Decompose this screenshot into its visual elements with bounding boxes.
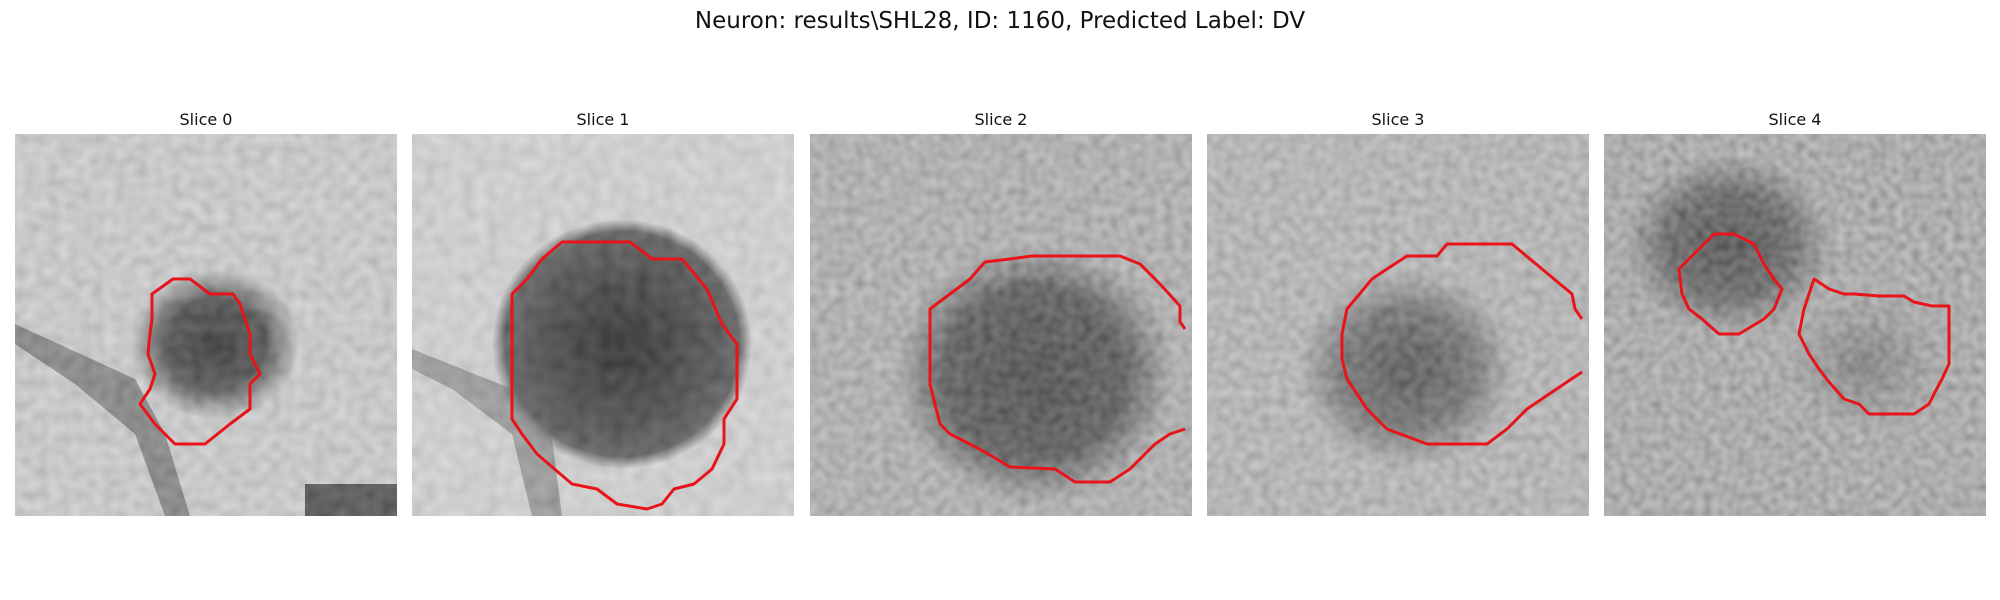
slice-panel-3: Slice 3 xyxy=(1207,108,1589,516)
slice-image-4 xyxy=(1604,134,1986,516)
slice-image-1 xyxy=(412,134,794,516)
pixel-noise xyxy=(1604,134,1986,516)
pixel-noise xyxy=(1207,134,1589,516)
slice-image-0 xyxy=(15,134,397,516)
slice-image-3 xyxy=(1207,134,1589,516)
slice-panel-1: Slice 1 xyxy=(412,108,794,516)
pixel-noise xyxy=(15,134,397,516)
pixel-noise xyxy=(810,134,1192,516)
slice-panel-4: Slice 4 xyxy=(1604,108,1986,516)
slice-title-1: Slice 1 xyxy=(412,108,794,132)
slice-panel-0: Slice 0 xyxy=(15,108,397,516)
slice-title-2: Slice 2 xyxy=(810,108,1192,132)
slice-title-3: Slice 3 xyxy=(1207,108,1589,132)
pixel-noise xyxy=(412,134,794,516)
figure-title: Neuron: results\SHL28, ID: 1160, Predict… xyxy=(0,8,2000,34)
slice-title-4: Slice 4 xyxy=(1604,108,1986,132)
slice-panel-2: Slice 2 xyxy=(810,108,1192,516)
slice-title-0: Slice 0 xyxy=(15,108,397,132)
slice-image-2 xyxy=(810,134,1192,516)
